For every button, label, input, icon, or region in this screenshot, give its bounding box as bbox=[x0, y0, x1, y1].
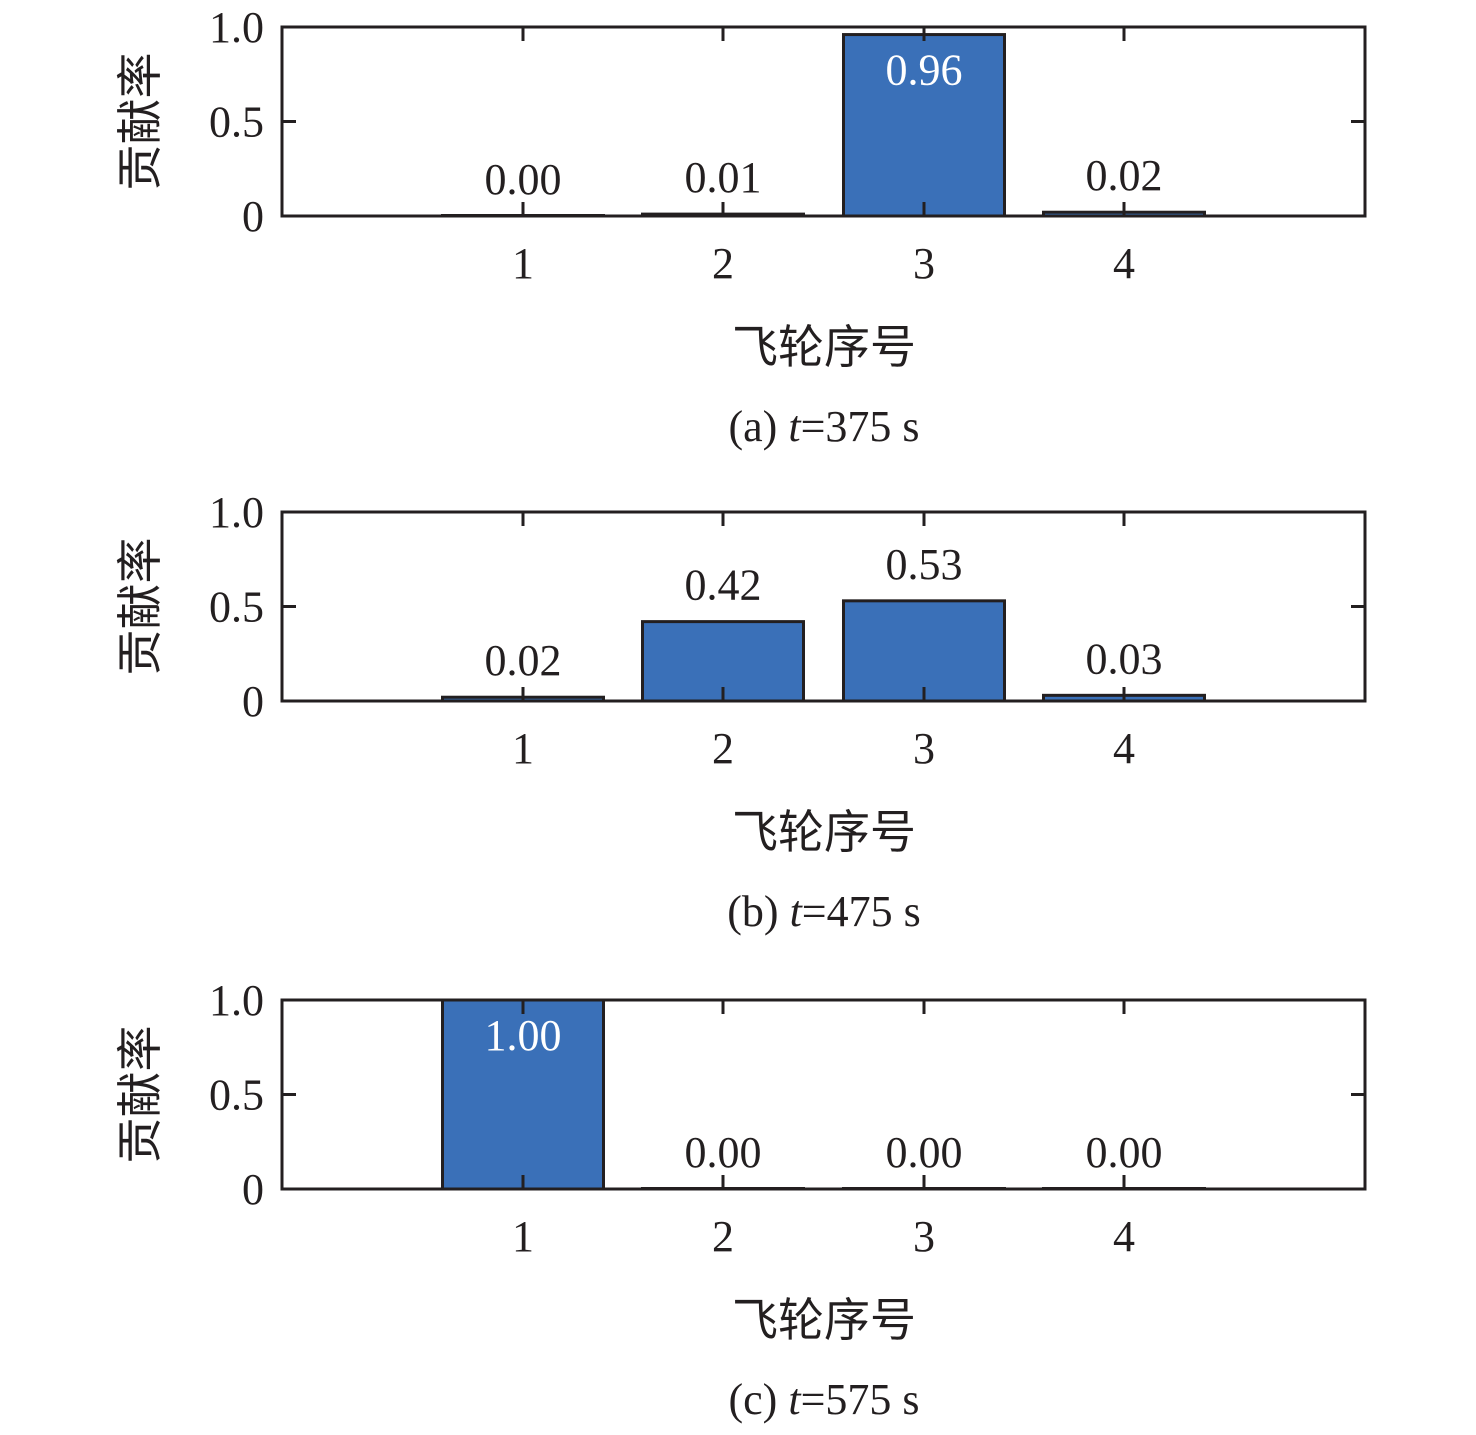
bar-3 bbox=[842, 33, 1006, 218]
caption-prefix: (b) bbox=[727, 887, 789, 936]
y-axis-label: 贡献率 bbox=[115, 53, 166, 191]
bar-value-label: 0.00 bbox=[485, 155, 562, 204]
x-axis-label: 飞轮序号 bbox=[732, 1295, 916, 1346]
bar-value-label: 0.01 bbox=[685, 153, 762, 202]
x-axis-label: 飞轮序号 bbox=[732, 807, 916, 858]
plot-frame bbox=[280, 25, 1367, 218]
y-tick-label: 1.0 bbox=[209, 488, 264, 537]
caption-prefix: (a) bbox=[728, 402, 788, 451]
caption-suffix: =575 s bbox=[801, 1375, 920, 1424]
caption-variable: t bbox=[790, 887, 804, 936]
y-tick-label: 1.0 bbox=[209, 976, 264, 1025]
panel-caption: (a) t=375 s bbox=[728, 402, 919, 451]
caption-suffix: =375 s bbox=[801, 402, 920, 451]
caption-variable: t bbox=[788, 1375, 802, 1424]
y-tick-label: 0 bbox=[242, 677, 264, 726]
y-axis-label: 贡献率 bbox=[115, 538, 166, 676]
bar-value-label: 0.00 bbox=[886, 1128, 963, 1177]
y-axis-label: 贡献率 bbox=[115, 1026, 166, 1164]
caption-prefix: (c) bbox=[728, 1375, 788, 1424]
y-tick-label: 0.5 bbox=[209, 583, 264, 632]
plot-frame bbox=[280, 510, 1367, 703]
bar-value-label: 0.02 bbox=[485, 636, 562, 685]
bar-3 bbox=[842, 599, 1006, 703]
bar-value-label: 0.00 bbox=[685, 1128, 762, 1177]
y-tick-label: 0.5 bbox=[209, 1071, 264, 1120]
bar-value-label: 0.03 bbox=[1086, 634, 1163, 683]
x-tick-label: 4 bbox=[1113, 239, 1135, 288]
bar-value-label: 0.00 bbox=[1086, 1128, 1163, 1177]
panel-caption: (c) t=575 s bbox=[728, 1375, 919, 1424]
x-tick-label: 1 bbox=[512, 239, 534, 288]
y-tick-label: 1.0 bbox=[209, 3, 264, 52]
y-tick-label: 0 bbox=[242, 192, 264, 241]
x-tick-label: 1 bbox=[512, 724, 534, 773]
x-tick-label: 4 bbox=[1113, 1212, 1135, 1261]
x-tick-label: 4 bbox=[1113, 724, 1135, 773]
bar-value-label: 0.96 bbox=[886, 46, 963, 95]
x-tick-label: 3 bbox=[913, 1212, 935, 1261]
bar-value-label: 0.42 bbox=[685, 561, 762, 610]
x-tick-label: 2 bbox=[712, 1212, 734, 1261]
y-tick-label: 0.5 bbox=[209, 98, 264, 147]
x-tick-label: 3 bbox=[913, 239, 935, 288]
x-tick-label: 2 bbox=[712, 239, 734, 288]
x-tick-label: 2 bbox=[712, 724, 734, 773]
x-tick-label: 1 bbox=[512, 1212, 534, 1261]
bar-value-label: 0.53 bbox=[886, 540, 963, 589]
caption-variable: t bbox=[788, 402, 802, 451]
panel-caption: (b) t=475 s bbox=[727, 887, 920, 936]
x-tick-label: 3 bbox=[913, 724, 935, 773]
bar-value-label: 1.00 bbox=[485, 1011, 562, 1060]
x-axis-label: 飞轮序号 bbox=[732, 322, 916, 373]
bar-value-label: 0.02 bbox=[1086, 151, 1163, 200]
y-tick-label: 0 bbox=[242, 1165, 264, 1214]
caption-suffix: =475 s bbox=[802, 887, 921, 936]
